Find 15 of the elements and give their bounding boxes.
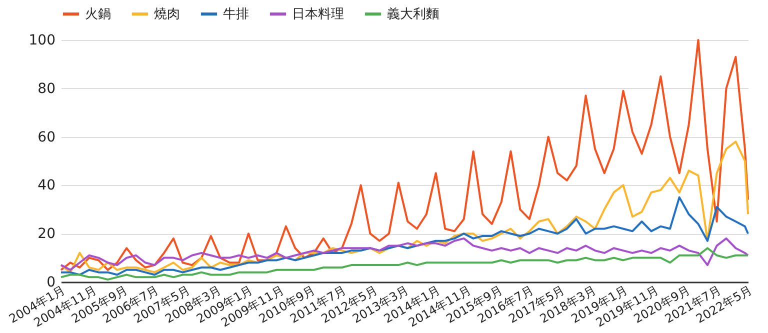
line-series bbox=[60, 247, 749, 281]
y-tick-label: 60 bbox=[38, 129, 56, 146]
legend-label: 火鍋 bbox=[85, 7, 111, 22]
legend-label: 日本料理 bbox=[292, 7, 344, 22]
y-tick-label: 100 bbox=[28, 32, 56, 48]
line-series bbox=[60, 196, 749, 276]
line-series bbox=[60, 140, 749, 274]
line-series bbox=[60, 39, 749, 271]
legend-label: 牛排 bbox=[223, 7, 249, 22]
y-tick-label: 40 bbox=[38, 178, 56, 194]
y-tick-label: 20 bbox=[38, 226, 56, 242]
legend-label: 義大利麵 bbox=[387, 7, 439, 22]
legend-label: 燒肉 bbox=[154, 7, 180, 22]
y-tick-label: 80 bbox=[38, 80, 56, 97]
line-series bbox=[60, 237, 749, 271]
